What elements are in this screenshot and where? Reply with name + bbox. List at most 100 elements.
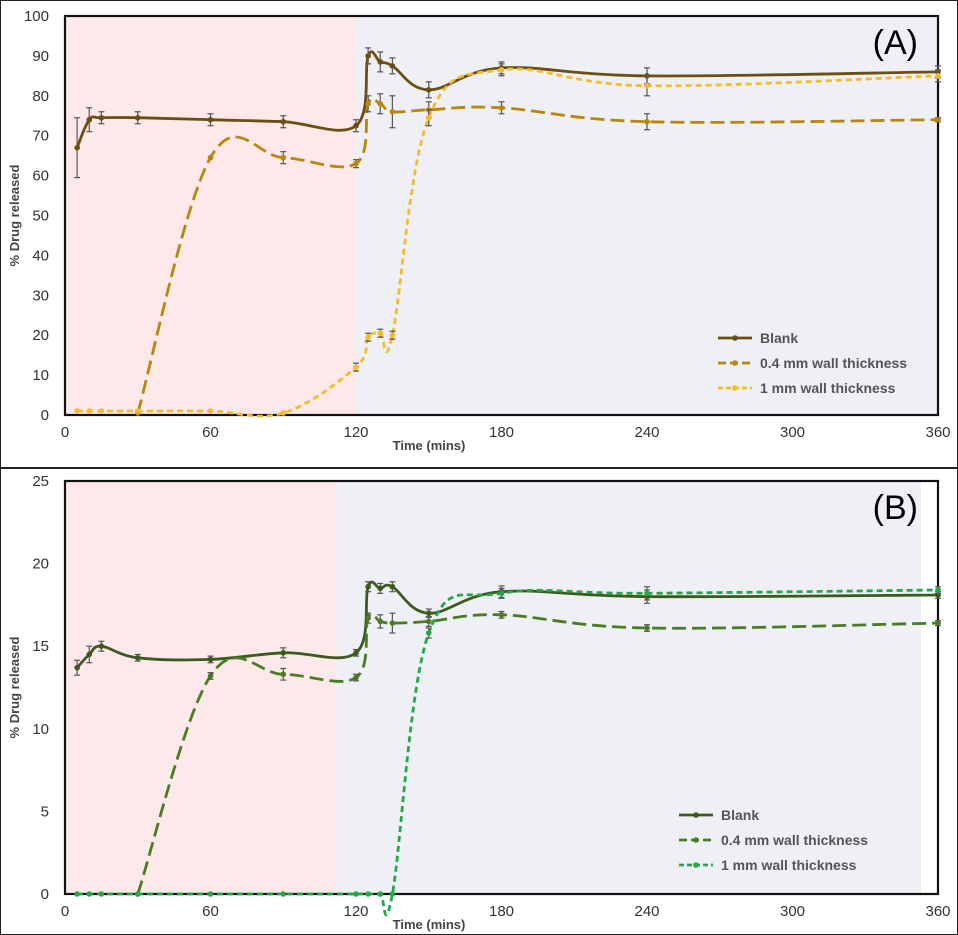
y-axis-label: % Drug released [7, 637, 22, 739]
data-point [134, 408, 141, 414]
legend-marker [693, 812, 699, 818]
data-point [498, 612, 505, 618]
data-point [498, 104, 505, 111]
y-tick-label: 100 [24, 8, 49, 25]
x-axis-label: Time (mins) [393, 917, 466, 932]
data-point [86, 651, 93, 658]
data-point [365, 53, 371, 59]
y-tick-label: 90 [32, 48, 49, 65]
data-point [98, 408, 105, 414]
y-tick-label: 10 [32, 367, 49, 384]
data-point [98, 891, 105, 897]
data-point [280, 410, 287, 416]
data-point [377, 585, 384, 592]
data-point [377, 330, 384, 337]
data-point [207, 656, 214, 663]
data-point [935, 73, 941, 79]
data-point [207, 116, 214, 123]
chart-panel-a: 0 10 20 30 40 50 60 70 80 90 100 0 60 120 180 240 300 360… [0, 0, 958, 468]
x-tick-label: 300 [780, 903, 805, 920]
data-point [365, 334, 371, 340]
x-tick-label: 120 [343, 903, 368, 920]
legend-marker [732, 335, 738, 341]
data-point [377, 100, 384, 107]
panel-label: (B) [873, 489, 918, 527]
data-point [74, 408, 80, 414]
data-point [280, 154, 287, 161]
legend-label: 0.4 mm wall thickness [721, 832, 868, 848]
data-point [74, 891, 80, 897]
data-point [207, 891, 214, 897]
chart-panel-b: 0 5 10 15 20 25 0 60 120 180 240 300 360 Time (mins)%… [0, 468, 958, 935]
chart-b-svg: 0 5 10 15 20 25 0 60 120 180 240 300 360 Time (mins)%… [7, 473, 951, 932]
data-point [86, 891, 93, 897]
y-tick-label: 30 [32, 287, 49, 304]
data-point [935, 587, 941, 593]
data-point [207, 673, 214, 679]
y-tick-label: 15 [32, 638, 49, 655]
series-line [77, 67, 939, 418]
legend-label: 0.4 mm wall thickness [760, 355, 907, 371]
data-point [425, 630, 432, 636]
legend-label: Blank [721, 807, 759, 823]
data-point [98, 114, 105, 121]
shaded-region [65, 481, 337, 894]
shaded-region [336, 481, 922, 894]
data-point [86, 116, 93, 123]
data-point [74, 664, 80, 671]
y-axis-label: % Drug released [7, 165, 22, 267]
data-point [280, 671, 287, 678]
y-tick-label: 5 [41, 803, 49, 820]
x-tick-label: 240 [634, 424, 659, 441]
data-point [389, 620, 396, 626]
legend-marker [732, 360, 738, 366]
plot-frame [63, 479, 940, 896]
data-point [353, 160, 359, 167]
data-point [935, 116, 941, 123]
data-point [365, 100, 371, 107]
y-tick-label: 0 [41, 886, 49, 903]
legend-marker [732, 385, 738, 391]
data-point [353, 122, 359, 129]
y-tick-label: 20 [32, 327, 49, 344]
data-point [389, 583, 396, 590]
data-point [389, 63, 396, 69]
y-tick-label: 0 [41, 407, 49, 424]
y-tick-label: 25 [32, 473, 49, 490]
plot-frame [63, 14, 940, 417]
x-tick-label: 0 [61, 903, 69, 920]
x-tick-label: 240 [634, 903, 659, 920]
legend-label: 1 mm wall thickness [721, 857, 857, 873]
data-point [377, 618, 384, 625]
data-point [353, 364, 359, 370]
panel-label: (A) [873, 24, 918, 62]
data-point [498, 67, 505, 73]
data-point [353, 674, 359, 681]
x-tick-label: 360 [925, 903, 950, 920]
legend-label: 1 mm wall thickness [760, 380, 896, 396]
chart-a-svg: 0 10 20 30 40 50 60 70 80 90 100 0 60 120 180 240 300 360… [7, 8, 951, 453]
data-point [207, 408, 214, 414]
legend-label: Blank [760, 330, 798, 346]
data-point [207, 154, 214, 161]
y-tick-label: 50 [32, 208, 49, 225]
x-tick-label: 60 [202, 424, 219, 441]
data-point [280, 650, 287, 656]
data-point [365, 891, 371, 897]
y-tick-label: 60 [32, 168, 49, 185]
data-point [425, 618, 432, 625]
x-tick-label: 180 [489, 424, 514, 441]
data-point [377, 891, 384, 897]
data-point [134, 654, 141, 661]
data-point [377, 59, 384, 65]
data-point [425, 610, 432, 616]
data-point [389, 332, 396, 339]
data-point [134, 891, 141, 897]
data-point [280, 891, 287, 897]
data-point [98, 643, 105, 649]
data-point [644, 590, 650, 597]
data-point [365, 615, 371, 621]
x-axis-label: Time (mins) [393, 438, 466, 453]
data-point [644, 83, 650, 89]
data-point [498, 590, 505, 597]
